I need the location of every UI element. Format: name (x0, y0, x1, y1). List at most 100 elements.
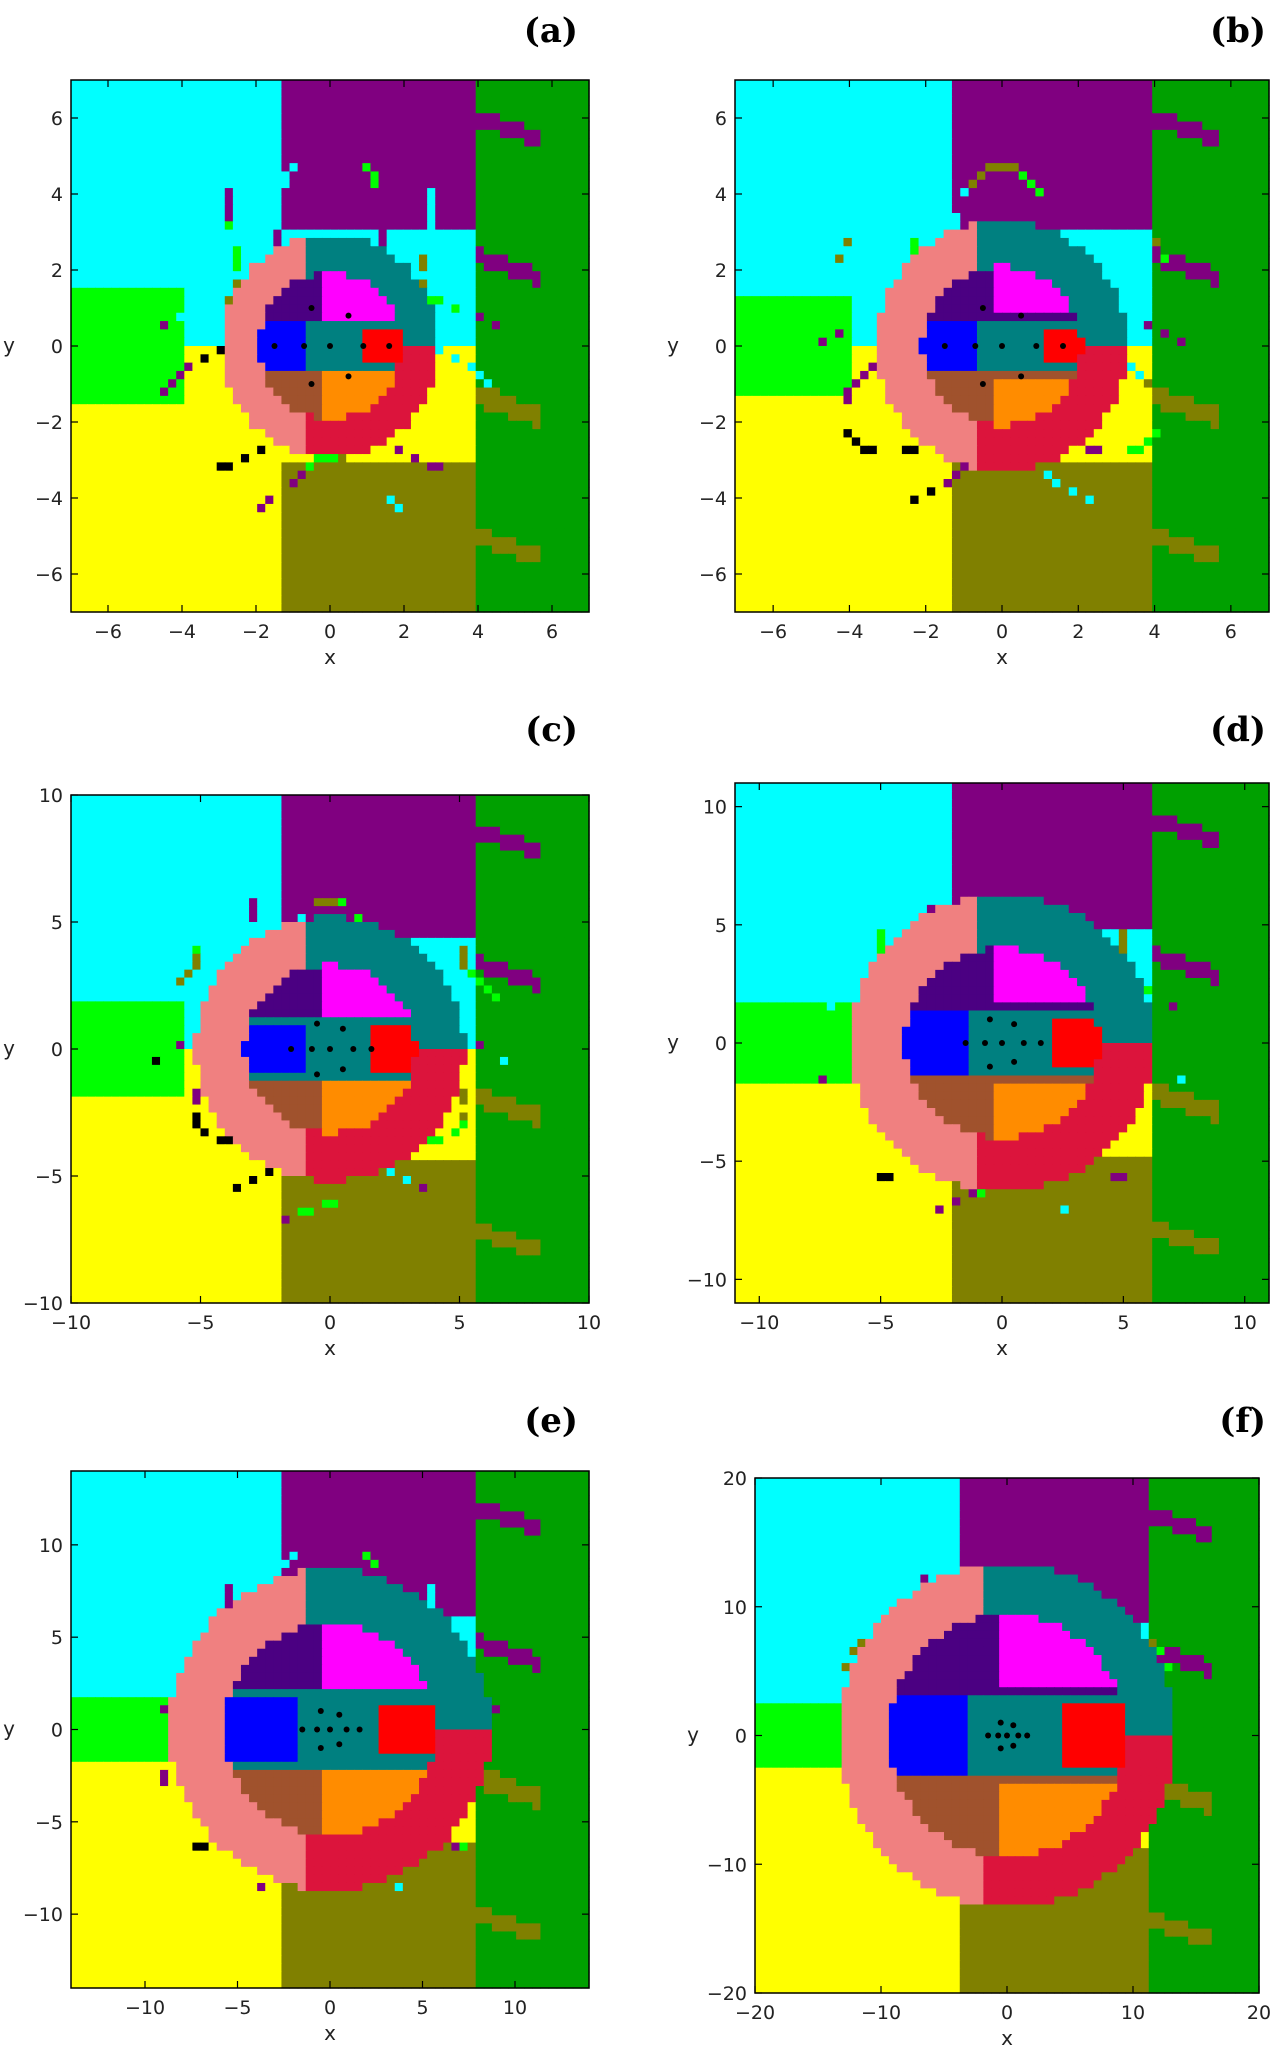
basin-cell (1127, 104, 1137, 114)
basin-cell (410, 420, 420, 430)
basin-cell (265, 88, 274, 98)
basin-cell (289, 487, 299, 497)
basin-cell (370, 479, 380, 488)
basin-cell (751, 154, 761, 164)
basin-cell (860, 113, 870, 123)
basin-cell (297, 495, 307, 505)
basin-cell (483, 445, 493, 455)
basin-cell (386, 138, 396, 148)
basin-cell (338, 196, 347, 206)
basin-cell (386, 246, 396, 256)
basin-cell (394, 578, 404, 588)
basin-cell (330, 271, 339, 281)
basin-cell (151, 80, 161, 89)
basin-cell (564, 603, 574, 613)
basin-cell (435, 537, 444, 547)
basin-cell (305, 287, 315, 297)
basin-cell (1202, 113, 1212, 123)
basin-cell (273, 104, 283, 114)
basin-cell (119, 204, 129, 214)
basin-cell (119, 570, 129, 580)
basin-cell (346, 570, 355, 580)
basin-cell (95, 520, 104, 530)
basin-cell (216, 545, 226, 555)
basin-cell (313, 587, 323, 596)
basin-cell (362, 154, 372, 164)
basin-cell (79, 213, 88, 222)
basin-cell (127, 229, 137, 239)
basin-cell (386, 221, 396, 231)
basin-cell (1118, 179, 1128, 189)
basin-cell (580, 254, 590, 264)
basin-cell (1218, 121, 1228, 131)
basin-cell (103, 329, 113, 339)
basin-cell (410, 312, 420, 322)
basin-cell (410, 96, 420, 106)
basin-cell (346, 412, 355, 422)
basin-cell (810, 88, 820, 98)
basin-cell (330, 479, 339, 488)
basin-cell (993, 104, 1003, 114)
basin-cell (427, 237, 436, 247)
basin-cell (321, 337, 331, 347)
basin-cell (524, 379, 533, 389)
basin-cell (564, 595, 574, 605)
basin-cell (281, 188, 291, 197)
basin-cell (200, 246, 210, 256)
basin-cell (483, 179, 493, 189)
basin-cell (386, 578, 396, 588)
basin-cell (743, 171, 753, 181)
basin-cell (467, 312, 477, 322)
basin-cell (313, 512, 323, 522)
basin-cell (192, 387, 202, 397)
basin-cell (216, 121, 226, 131)
basin-cell (249, 287, 258, 297)
basin-cell (257, 221, 266, 231)
basin-cell (71, 96, 80, 106)
basin-cell (151, 346, 161, 355)
basin-cell (443, 470, 452, 480)
basin-cell (548, 537, 558, 547)
basin-cell (200, 337, 210, 347)
basin-cell (851, 104, 861, 114)
basin-cell (976, 179, 986, 189)
basin-cell (1193, 163, 1203, 173)
basin-cell (540, 80, 550, 89)
basin-cell (556, 312, 566, 322)
basin-cell (168, 146, 177, 156)
basin-cell (71, 204, 80, 214)
basin-cell (151, 487, 161, 497)
basin-cell (751, 171, 761, 181)
basin-cell (346, 587, 355, 596)
basin-cell (71, 354, 80, 364)
basin-cell (370, 454, 380, 463)
equilibrium-point (308, 381, 315, 387)
basin-cell (297, 503, 307, 513)
basin-cell (499, 420, 509, 430)
basin-cell (378, 304, 388, 314)
basin-cell (1143, 154, 1153, 164)
basin-cell (451, 138, 461, 148)
basin-cell (443, 346, 452, 355)
basin-cell (160, 171, 169, 181)
basin-cell (240, 138, 250, 148)
basin-cell (151, 163, 161, 173)
basin-cell (516, 370, 525, 380)
basin-cell (451, 495, 461, 505)
basin-cell (160, 503, 169, 513)
basin-cell (232, 129, 242, 139)
basin-cell (240, 80, 250, 89)
basin-cell (87, 445, 96, 455)
basin-cell (1027, 171, 1036, 181)
basin-cell (257, 370, 266, 380)
basin-cell (1160, 154, 1170, 164)
basin-cell (516, 404, 525, 414)
basin-cell (79, 329, 88, 339)
basin-cell (184, 387, 193, 397)
basin-cell (313, 362, 323, 372)
basin-cell (491, 221, 501, 231)
basin-cell (467, 271, 477, 281)
basin-cell (451, 553, 461, 563)
basin-cell (232, 570, 242, 580)
basin-cell (313, 537, 323, 547)
